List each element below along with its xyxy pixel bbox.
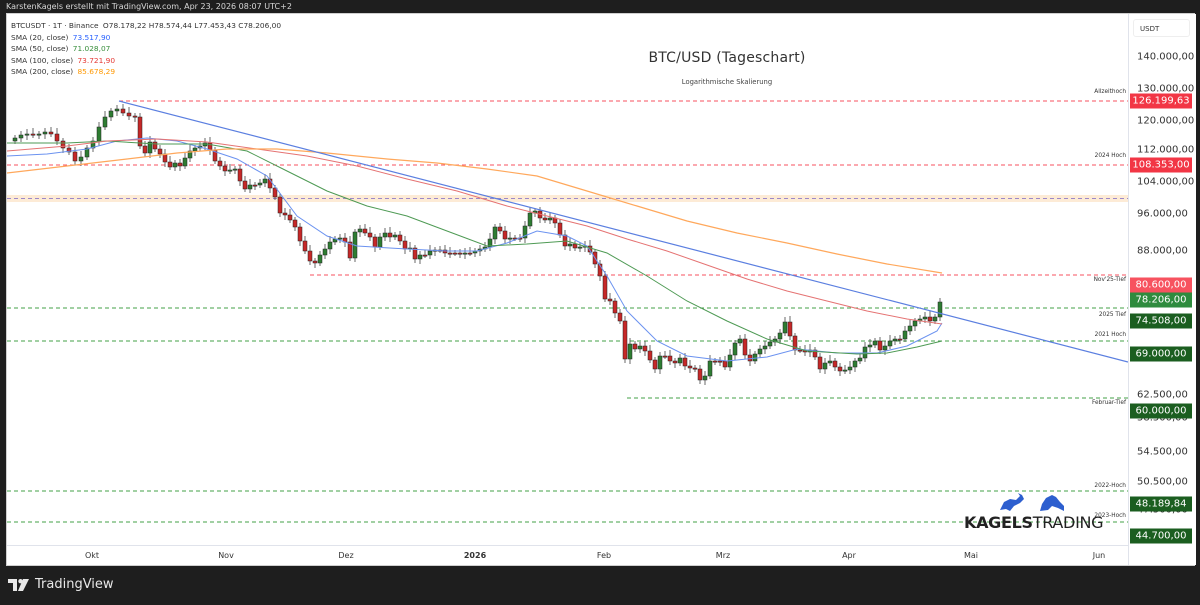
price-level-badge: 74.508,00	[1130, 313, 1192, 329]
time-tick: 2026	[463, 551, 487, 560]
kagels-trading-watermark: KAGELSTRADING	[964, 490, 1104, 540]
price-tick: 54.500,00	[1137, 446, 1188, 458]
sma-value: 71.028,07	[72, 44, 111, 53]
price-level-badge: 108.353,00	[1130, 157, 1192, 173]
time-tick: Okt	[84, 551, 100, 560]
time-tick: Feb	[596, 551, 612, 560]
sma-value: 73.517,90	[72, 32, 111, 42]
chart-subtitle: Logarithmische Skalierung	[681, 78, 773, 86]
bull-bear-icon	[1000, 493, 1064, 511]
price-tick: 130.000,00	[1137, 83, 1195, 95]
level-label: 2022-Hoch	[1094, 483, 1126, 489]
price-tick: 88.000,00	[1137, 245, 1188, 257]
tradingview-brand-text: TradingView	[35, 577, 114, 592]
time-tick: Mrz	[715, 551, 731, 560]
price-level-badge: 60.000,00	[1130, 403, 1192, 419]
chart-legend: BTCUSDT · 1T · Binance O78.178,22 H78.57…	[11, 20, 283, 78]
price-tick: 120.000,00	[1137, 115, 1195, 127]
sma-label: SMA (50, close)	[11, 44, 69, 53]
time-tick: Nov	[218, 551, 234, 560]
time-tick: Dez	[338, 551, 354, 560]
price-level-badge: 78.206,00	[1130, 292, 1192, 308]
price-level-badge: 80.600,00	[1130, 277, 1192, 293]
time-axis[interactable]: Okt Nov Dez 2026 Feb Mrz Apr Mai Jun	[7, 545, 1128, 566]
price-level-badge: 44.700,00	[1130, 528, 1192, 544]
price-level-badge: 126.199,63	[1130, 93, 1192, 109]
price-tick: 96.000,00	[1137, 208, 1188, 220]
time-tick: Mai	[963, 551, 979, 560]
price-tick: 50.500,00	[1137, 476, 1188, 488]
currency-unit-button[interactable]: USDT	[1133, 19, 1190, 37]
price-axis[interactable]: USDT 140.000,00 130.000,00 120.000,00 112.0…	[1128, 14, 1196, 565]
chart-frame[interactable]: BTCUSDT · 1T · Binance O78.178,22 H78.57…	[6, 13, 1196, 566]
legend-sma-100[interactable]: SMA (100, close) 73.721,90	[11, 55, 283, 67]
tradingview-logo[interactable]: TradingView	[8, 577, 114, 592]
level-label: 2025 Tief	[1098, 312, 1126, 318]
level-label: Februar-Tief	[1091, 400, 1126, 406]
time-tick: Jun	[1092, 551, 1106, 560]
legend-ohlc: O78.178,22 H78.574,44 L77.453,43 C78.206…	[102, 21, 282, 30]
price-level-badge: 69.000,00	[1130, 346, 1192, 362]
sma-label: SMA (200, close)	[11, 67, 74, 76]
level-label: Nov'25-Tief	[1093, 277, 1126, 283]
sma-label: SMA (20, close)	[11, 32, 69, 42]
watermark-text: KAGELSTRADING	[964, 513, 1104, 532]
legend-sma-50[interactable]: SMA (50, close) 71.028,07	[11, 43, 283, 55]
sma-value: 73.721,90	[77, 55, 116, 65]
level-label: 2023-Hoch	[1094, 513, 1126, 519]
legend-sma-200[interactable]: SMA (200, close) 85.678,29	[11, 66, 283, 78]
price-tick: 140.000,00	[1137, 51, 1195, 63]
sma-label: SMA (100, close)	[11, 55, 74, 65]
price-tick: 62.500,00	[1137, 389, 1188, 401]
level-label: 2021 Hoch	[1094, 332, 1126, 338]
price-level-badge: 48.189,84	[1130, 496, 1192, 512]
header-credit: KarstenKagels erstellt mit TradingView.c…	[6, 2, 292, 11]
chart-plot-area[interactable]	[7, 14, 1128, 545]
chart-title: BTC/USD (Tageschart)	[648, 50, 806, 66]
tradingview-logo-icon	[8, 578, 29, 591]
time-tick: Apr	[842, 551, 856, 560]
legend-sma-20[interactable]: SMA (20, close) 73.517,90	[11, 32, 283, 44]
price-tick: 104.000,00	[1137, 176, 1195, 188]
legend-symbol-row: BTCUSDT · 1T · Binance O78.178,22 H78.57…	[11, 20, 283, 32]
sma-value: 85.678,29	[77, 67, 116, 76]
level-label: 2024 Hoch	[1094, 153, 1126, 159]
price-tick: 112.000,00	[1137, 144, 1195, 156]
legend-symbol: BTCUSDT · 1T · Binance	[11, 21, 99, 30]
level-label: Allzeithoch	[1094, 89, 1126, 95]
